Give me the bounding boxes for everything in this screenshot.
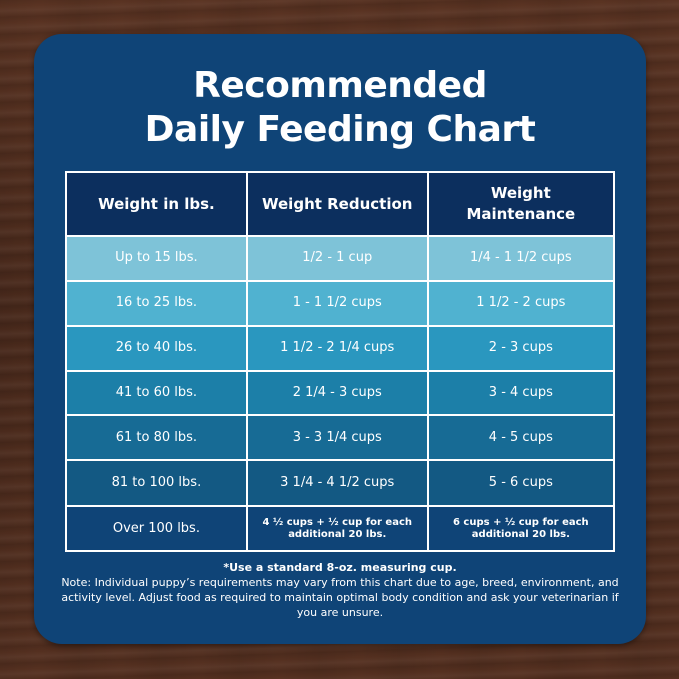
header-maintenance: Weight Maintenance: [426, 171, 616, 237]
table-header-row: Weight in lbs. Weight Reduction Weight M…: [65, 171, 616, 237]
reduction-cell: 2 1/4 - 3 cups: [245, 369, 429, 417]
weight-cell: 61 to 80 lbs.: [65, 414, 248, 462]
feeding-chart-card: Recommended Daily Feeding Chart Weight i…: [34, 34, 646, 644]
header-weight: Weight in lbs.: [65, 171, 248, 237]
maintenance-cell: 4 - 5 cups: [426, 414, 616, 462]
chart-title-line2: Daily Feeding Chart: [144, 109, 536, 150]
weight-cell: 81 to 100 lbs.: [65, 459, 248, 508]
maintenance-cell: 2 - 3 cups: [426, 324, 616, 372]
weight-cell: 41 to 60 lbs.: [65, 369, 248, 417]
table-row: 61 to 80 lbs. 3 - 3 1/4 cups 4 - 5 cups: [65, 414, 616, 462]
maintenance-cell: 1 1/2 - 2 cups: [426, 279, 616, 327]
maintenance-cell: 3 - 4 cups: [426, 369, 616, 417]
maintenance-cell: 5 - 6 cups: [426, 459, 616, 508]
table-row: 16 to 25 lbs. 1 - 1 1/2 cups 1 1/2 - 2 c…: [65, 279, 616, 327]
table-row: Up to 15 lbs. 1/2 - 1 cup 1/4 - 1 1/2 cu…: [65, 235, 616, 282]
chart-title: Recommended Daily Feeding Chart: [34, 64, 646, 152]
maintenance-cell: 6 cups + ½ cup for each additional 20 lb…: [426, 505, 616, 552]
header-reduction: Weight Reduction: [245, 171, 429, 237]
individual-requirements-note: Note: Individual puppy’s requirements ma…: [61, 576, 619, 619]
weight-cell: Up to 15 lbs.: [65, 235, 248, 282]
reduction-cell: 1/2 - 1 cup: [245, 235, 429, 282]
reduction-cell: 1 1/2 - 2 1/4 cups: [245, 324, 429, 372]
feeding-table: Weight in lbs. Weight Reduction Weight M…: [65, 171, 616, 552]
reduction-cell: 1 - 1 1/2 cups: [245, 279, 429, 327]
table-row: 81 to 100 lbs. 3 1/4 - 4 1/2 cups 5 - 6 …: [65, 459, 616, 508]
reduction-cell: 3 - 3 1/4 cups: [245, 414, 429, 462]
table-row: 41 to 60 lbs. 2 1/4 - 3 cups 3 - 4 cups: [65, 369, 616, 417]
reduction-cell: 3 1/4 - 4 1/2 cups: [245, 459, 429, 508]
footnote: *Use a standard 8-oz. measuring cup. Not…: [54, 560, 626, 620]
reduction-cell: 4 ½ cups + ½ cup for each additional 20 …: [245, 505, 429, 552]
maintenance-cell: 1/4 - 1 1/2 cups: [426, 235, 616, 282]
chart-title-line1: Recommended: [193, 65, 487, 106]
table-row: Over 100 lbs. 4 ½ cups + ½ cup for each …: [65, 505, 616, 552]
measuring-cup-note: *Use a standard 8-oz. measuring cup.: [223, 561, 457, 574]
weight-cell: 26 to 40 lbs.: [65, 324, 248, 372]
weight-cell: Over 100 lbs.: [65, 505, 248, 552]
weight-cell: 16 to 25 lbs.: [65, 279, 248, 327]
table-row: 26 to 40 lbs. 1 1/2 - 2 1/4 cups 2 - 3 c…: [65, 324, 616, 372]
